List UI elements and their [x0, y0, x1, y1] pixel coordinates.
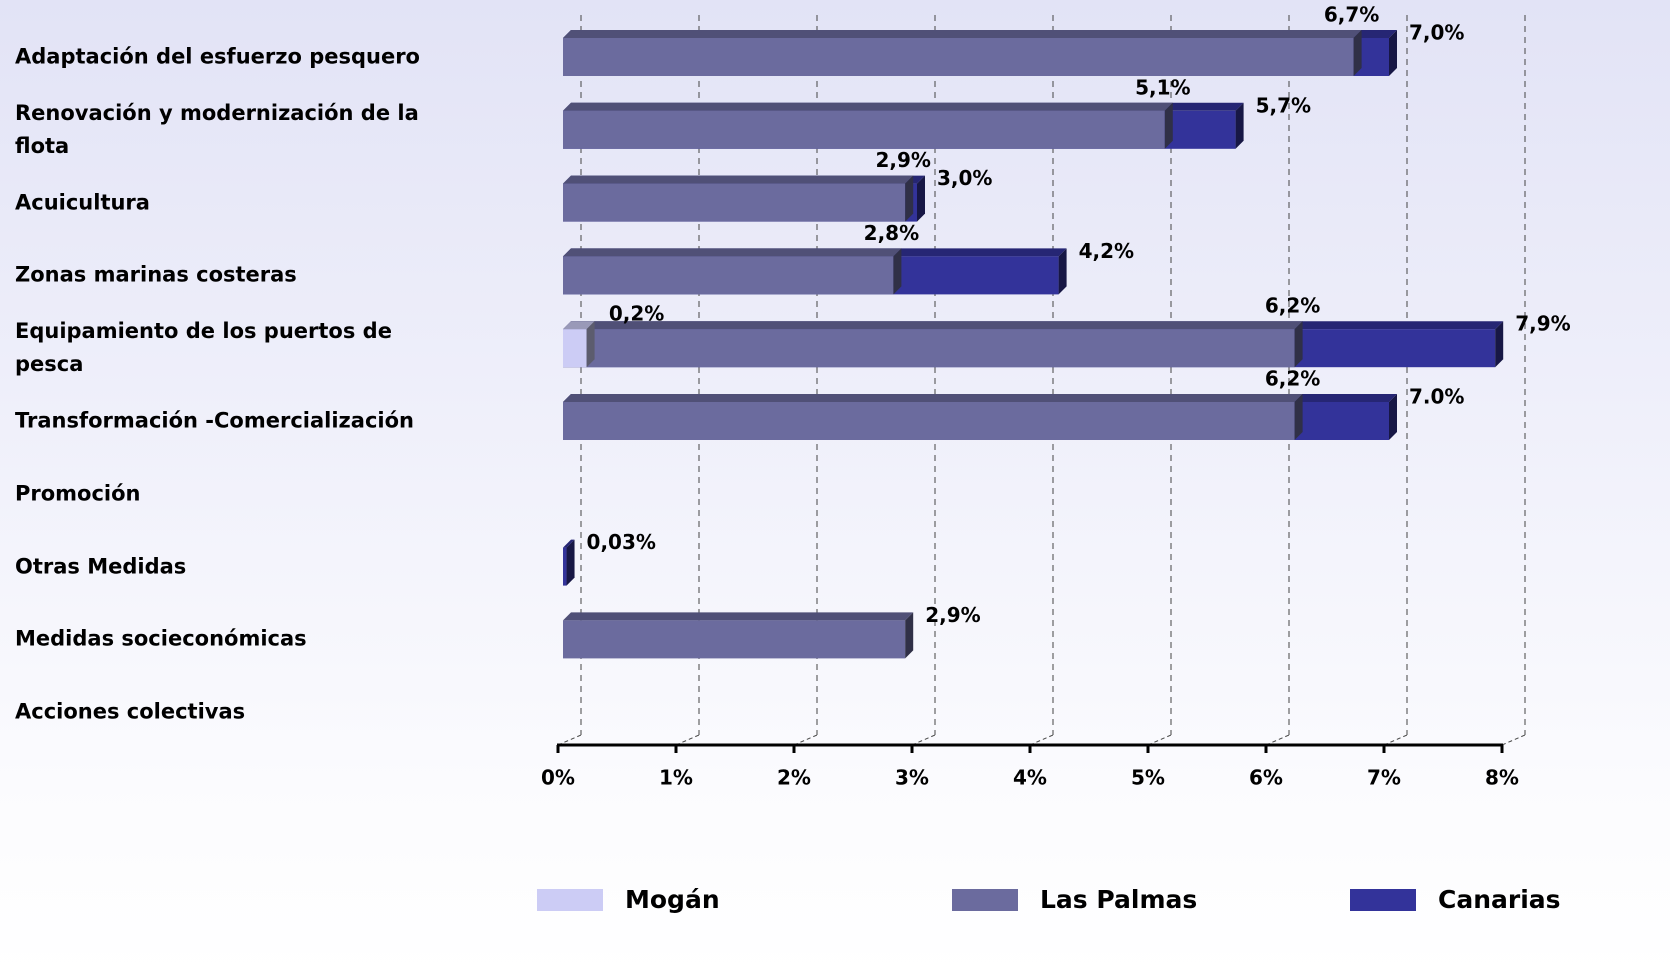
category-label: Promoción — [15, 481, 141, 506]
bar — [563, 256, 894, 295]
legend-label: Las Palmas — [1040, 885, 1197, 914]
bar-end — [917, 175, 925, 222]
value-label: 6,2% — [1265, 294, 1320, 318]
value-label: 5,1% — [1135, 75, 1190, 99]
x-tick-label: 0% — [541, 766, 575, 790]
bar-end — [1389, 394, 1397, 440]
bar-top — [563, 394, 1303, 402]
legend-swatch — [537, 889, 603, 911]
bar — [563, 38, 1354, 76]
value-label: 0,2% — [609, 302, 664, 326]
bar — [563, 110, 1165, 149]
bar-top — [563, 248, 902, 257]
bar-end — [1235, 102, 1244, 149]
category-label: Renovación y modernización de la flota — [15, 100, 419, 158]
x-tick-label: 8% — [1485, 766, 1519, 790]
bar-end — [905, 612, 914, 659]
value-label: 7.0% — [1409, 385, 1464, 409]
category-label: Equipamiento de los puertos de pesca — [15, 319, 392, 377]
x-tick-label: 7% — [1367, 766, 1401, 790]
bar-top — [563, 321, 595, 330]
bar — [563, 547, 567, 586]
bar-top — [563, 30, 1362, 38]
bar-end — [566, 539, 575, 586]
value-label: 3,0% — [937, 166, 992, 190]
x-tick-label: 1% — [659, 766, 693, 790]
value-label: 6,7% — [1324, 3, 1379, 27]
x-tick-label: 5% — [1131, 766, 1165, 790]
category-label: Acuicultura — [15, 190, 150, 215]
bar-end — [1058, 248, 1067, 295]
bar-top — [563, 612, 914, 621]
bar-top — [563, 539, 575, 548]
bar-end — [1495, 321, 1504, 368]
grid-line — [1501, 734, 1526, 746]
category-label: Adaptación del esfuerzo pesquero — [15, 44, 420, 69]
bar-top — [563, 175, 914, 184]
bar-top — [563, 321, 1303, 330]
bar — [563, 329, 587, 368]
value-label: 4,2% — [1079, 239, 1134, 263]
bar — [563, 329, 1295, 368]
x-tick-label: 4% — [1013, 766, 1047, 790]
x-tick-label: 6% — [1249, 766, 1283, 790]
legend-swatch — [952, 889, 1018, 911]
category-label: Acciones colectivas — [15, 699, 246, 724]
value-label: 2,8% — [864, 221, 919, 245]
category-label: Otras Medidas — [15, 554, 187, 579]
bar-end — [1353, 30, 1362, 76]
value-label: 2,9% — [925, 603, 980, 627]
bar-top — [563, 102, 1173, 111]
bar — [563, 402, 1295, 440]
value-label: 7,9% — [1515, 312, 1570, 336]
bar-end — [893, 248, 902, 295]
x-tick-label: 3% — [895, 766, 929, 790]
category-label: Medidas socieconómicas — [15, 626, 307, 651]
bar-end — [1294, 321, 1303, 368]
value-label: 6,2% — [1265, 367, 1320, 391]
x-tick-label: 2% — [777, 766, 811, 790]
bar-end — [905, 175, 914, 222]
bar — [563, 183, 906, 222]
bar-end — [1164, 102, 1173, 149]
category-label: Zonas marinas costeras — [15, 262, 297, 287]
legend-label: Mogán — [625, 885, 720, 914]
value-label: 2,9% — [875, 148, 930, 172]
value-label: 0,03% — [587, 530, 656, 554]
bar — [563, 620, 906, 659]
bar-end — [586, 321, 595, 368]
bar-end — [1389, 30, 1397, 76]
category-label: Transformación -Comercialización — [15, 408, 414, 433]
bar-end — [1294, 394, 1303, 440]
legend-label: Canarias — [1438, 885, 1561, 914]
value-label: 7,0% — [1409, 21, 1464, 45]
legend-swatch — [1350, 889, 1416, 911]
value-label: 5,7% — [1256, 93, 1311, 117]
